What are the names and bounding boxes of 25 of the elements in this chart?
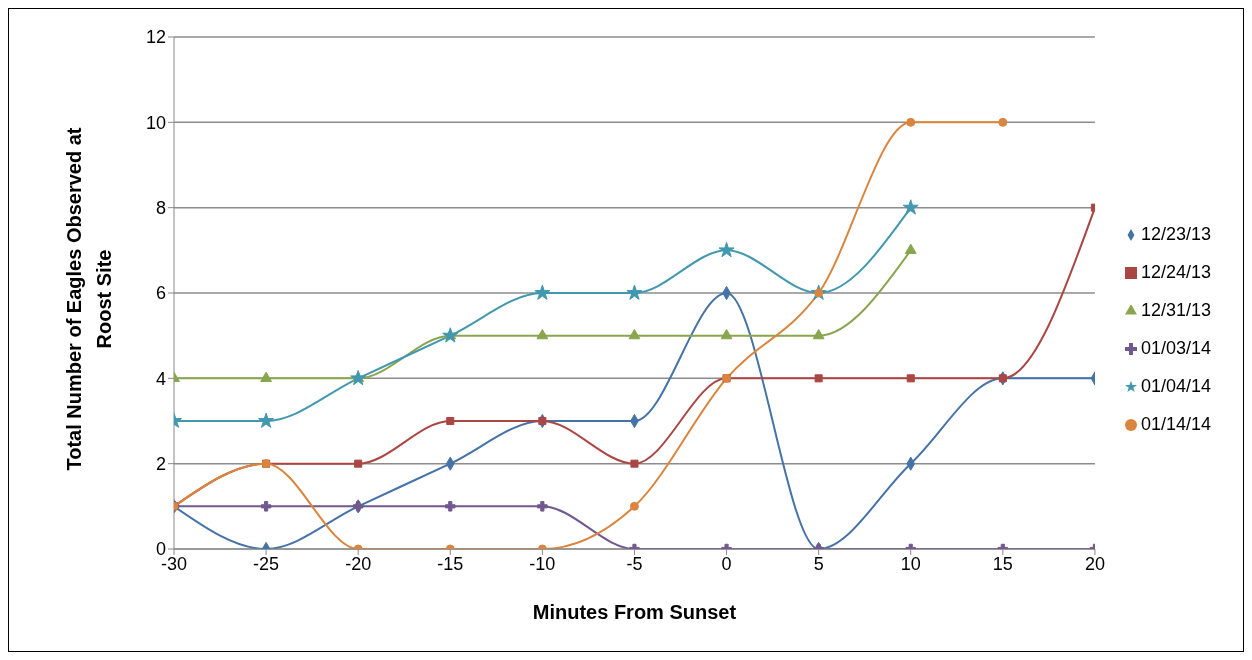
x-tick-label: -25 — [253, 553, 280, 574]
x-tick-label: 15 — [992, 553, 1013, 574]
x-axis-title: Minutes From Sunset — [532, 601, 737, 623]
legend-label: 01/03/14 — [1140, 338, 1211, 358]
x-tick-label: -5 — [626, 553, 643, 574]
x-tick-label: -10 — [529, 553, 556, 574]
x-tick-label: 10 — [900, 553, 921, 574]
x-tick-label: -15 — [437, 553, 464, 574]
x-tick-label: -20 — [345, 553, 372, 574]
legend-label: 12/23/13 — [1140, 224, 1211, 244]
y-tick-label: 8 — [155, 198, 166, 219]
y-tick-label: 10 — [145, 112, 166, 133]
y-tick-label: 0 — [155, 539, 166, 560]
x-tick-label: 0 — [721, 553, 732, 574]
y-tick-label: 4 — [155, 368, 166, 389]
legend-label: 01/14/14 — [1140, 414, 1211, 434]
legend-label: 01/04/14 — [1140, 376, 1211, 396]
legend-label: 12/31/13 — [1140, 300, 1211, 320]
legend-label: 12/24/13 — [1140, 262, 1211, 282]
x-tick-label: 5 — [813, 553, 824, 574]
y-tick-label: 2 — [155, 454, 166, 475]
y-axis-title: Total Number of Eagles Observed at Roost Site — [62, 126, 116, 473]
x-tick-label: 20 — [1084, 553, 1105, 574]
y-tick-label: 6 — [155, 283, 166, 304]
y-tick-label: 12 — [145, 27, 166, 48]
